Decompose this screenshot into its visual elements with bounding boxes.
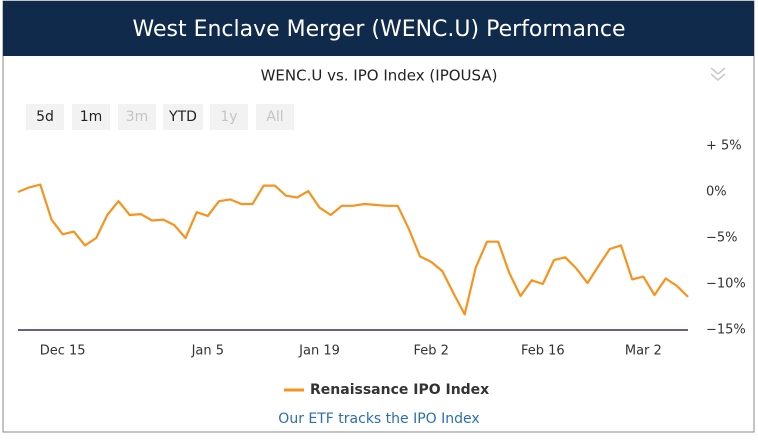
range-button-label: 1y [220, 109, 237, 125]
range-button[interactable] [26, 104, 64, 130]
x-tick-label: Jan 5 [191, 344, 224, 359]
range-button-label[interactable]: 5d [36, 109, 54, 125]
y-tick-label: −10% [706, 277, 746, 292]
y-tick-label: + 5% [706, 139, 742, 154]
y-tick-label: −15% [706, 323, 746, 338]
y-tick-label: −5% [706, 231, 738, 246]
range-button [210, 104, 248, 130]
range-button-label[interactable]: 1m [80, 109, 103, 125]
footer-link[interactable]: Our ETF tracks the IPO Index [278, 411, 479, 427]
x-tick-label: Jan 19 [298, 344, 340, 359]
x-tick-label: Mar 2 [625, 344, 662, 359]
legend-label: Renaissance IPO Index [310, 382, 489, 398]
range-button-label: 3m [126, 109, 149, 125]
series-line [17, 183, 689, 316]
chart-title: WENC.U vs. IPO Index (IPOUSA) [261, 67, 498, 85]
range-button [118, 104, 156, 130]
header-title: West Enclave Merger (WENC.U) Performance [132, 17, 625, 42]
range-button-label[interactable]: YTD [168, 109, 197, 125]
header-bar [3, 1, 754, 56]
x-tick-label: Dec 15 [40, 344, 86, 359]
x-tick-label: Feb 16 [521, 344, 565, 359]
menu-icon[interactable] [710, 67, 726, 81]
range-button-label: All [266, 109, 283, 125]
range-button[interactable] [163, 104, 203, 130]
range-button[interactable] [72, 104, 110, 130]
x-tick-label: Feb 2 [413, 344, 448, 359]
range-button [256, 104, 294, 130]
y-tick-label: 0% [706, 185, 727, 200]
panel-border [2, 0, 755, 433]
